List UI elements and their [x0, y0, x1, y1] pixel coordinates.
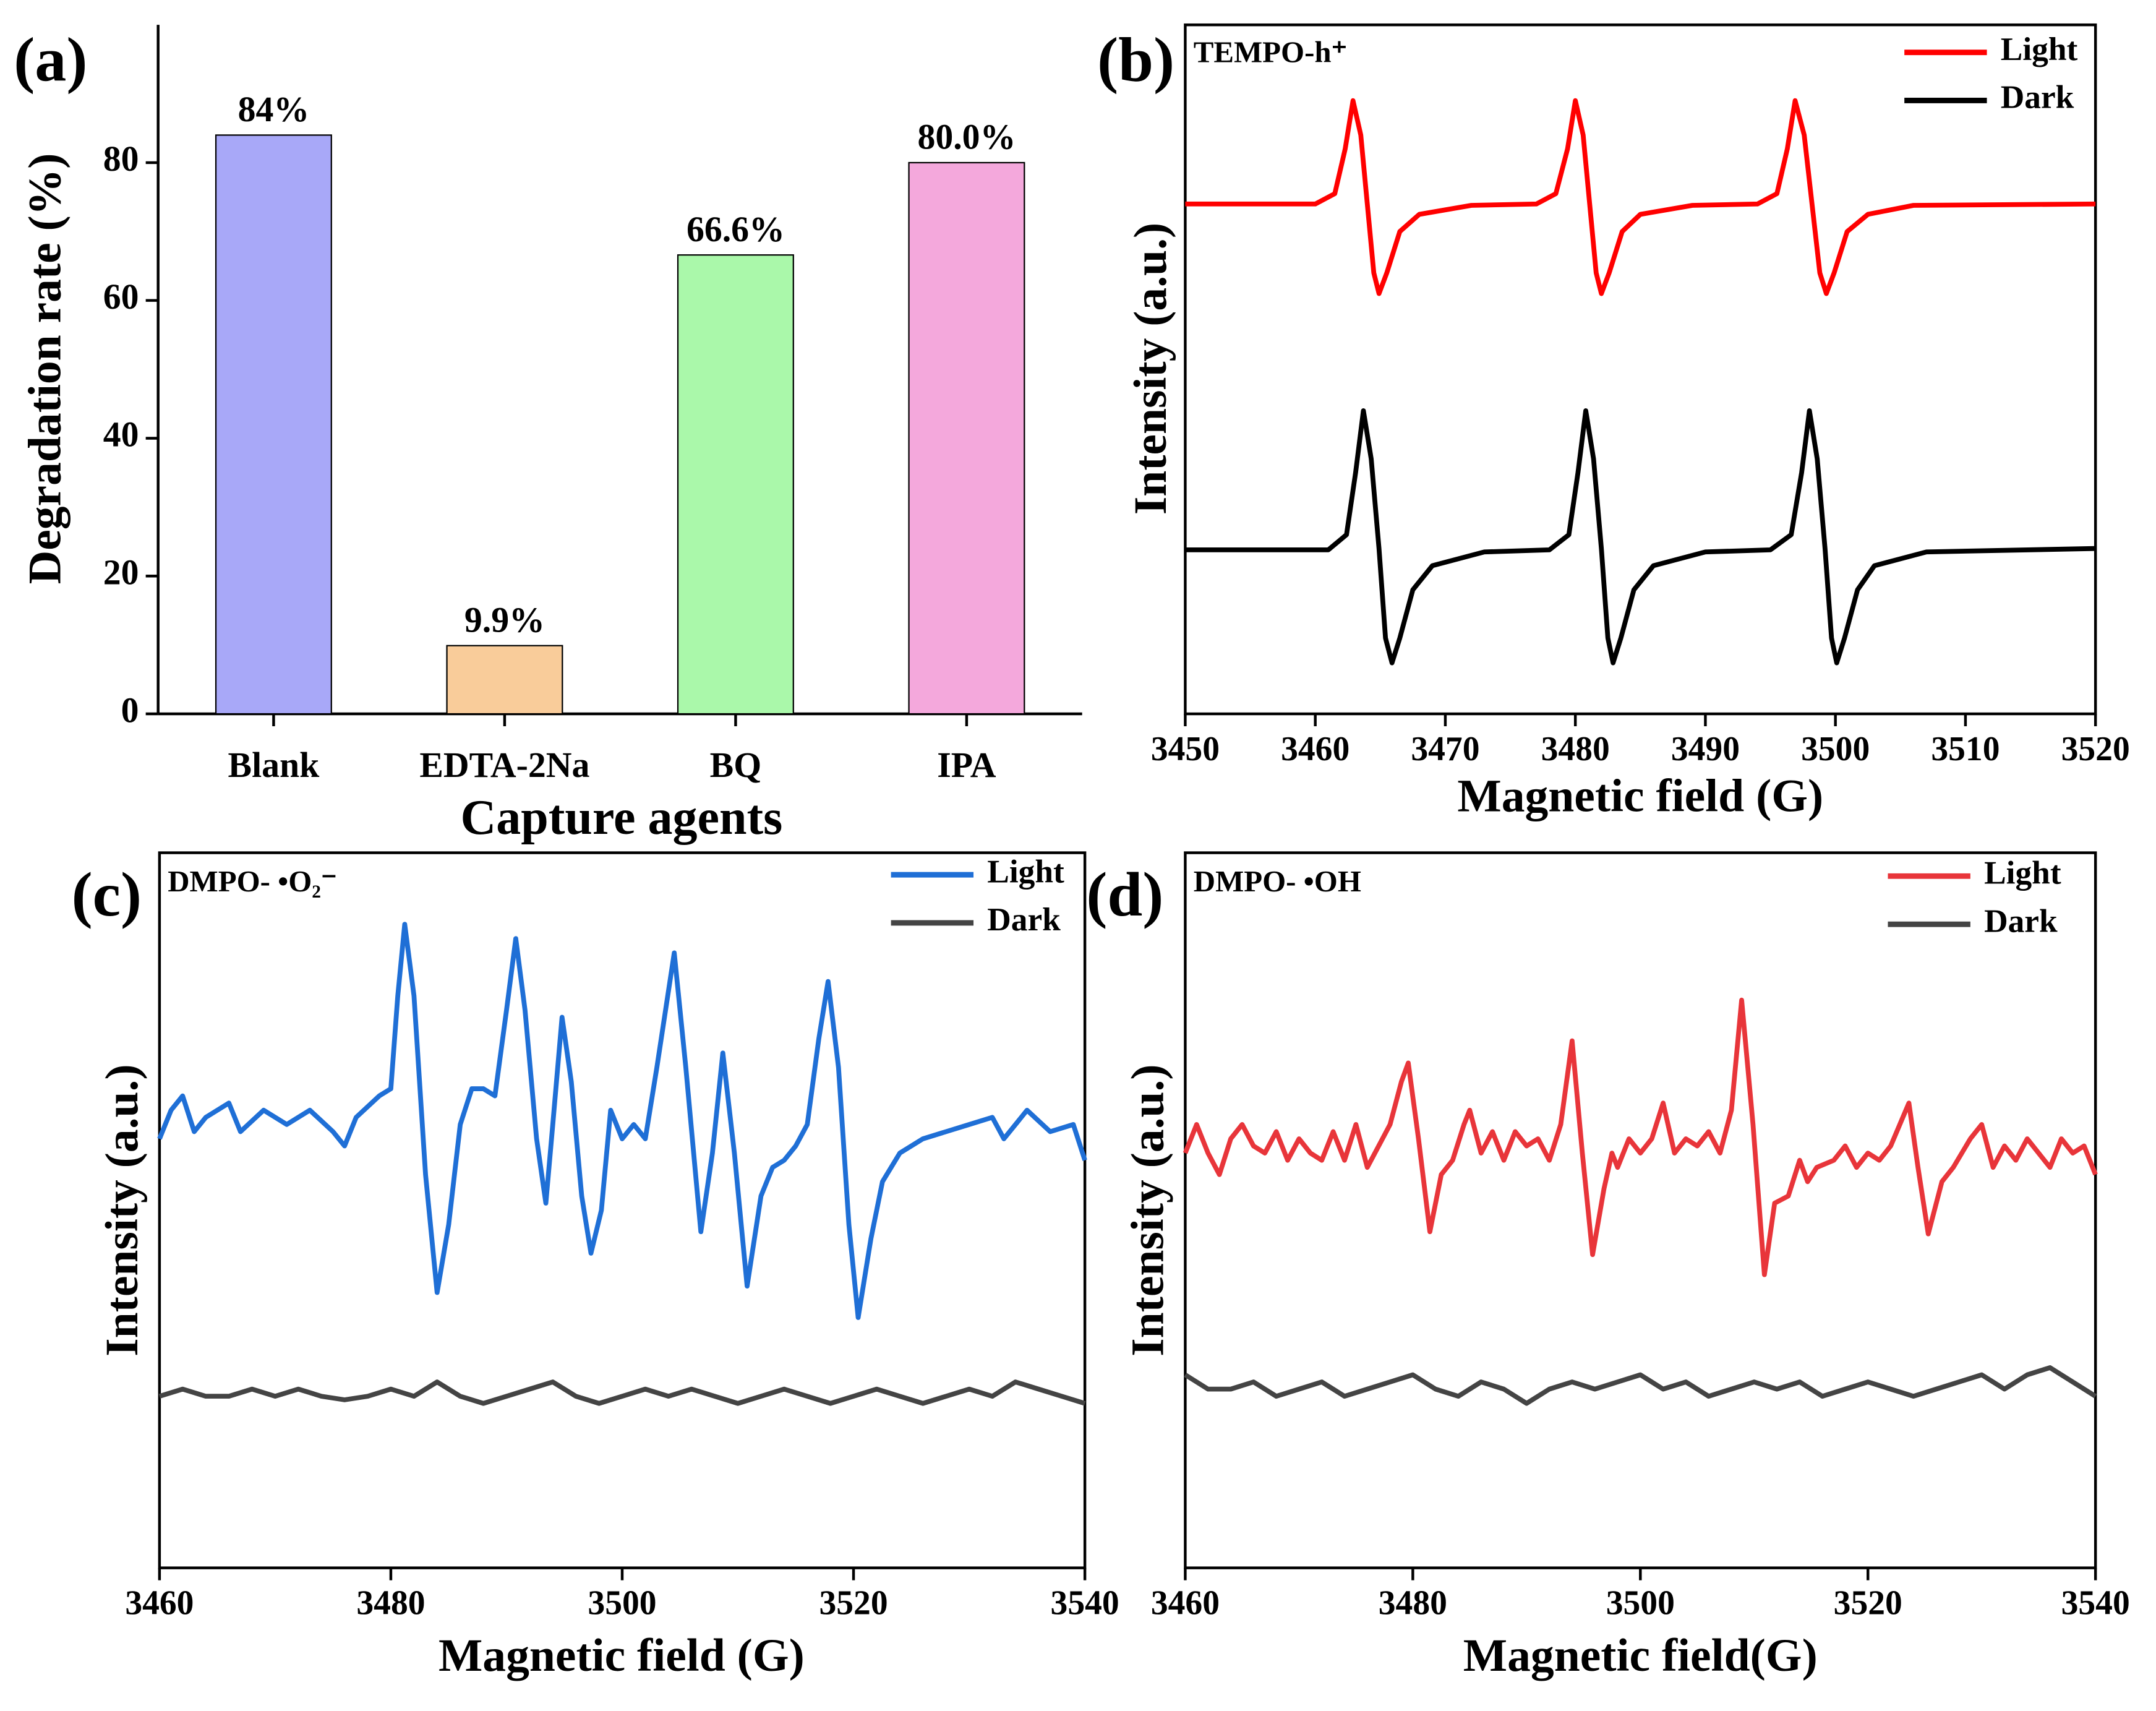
- panel-label: (b): [1097, 25, 1174, 95]
- series-line: [1185, 98, 2096, 296]
- bar: [215, 134, 332, 715]
- legend-label: Dark: [1984, 902, 2058, 939]
- x-tick-label: 3540: [2061, 1584, 2130, 1623]
- value-label: 66.6%: [687, 209, 785, 249]
- x-tick-label: 3470: [1411, 730, 1479, 768]
- x-tick-label: 3540: [1051, 1584, 1119, 1623]
- x-tick-label: 3480: [356, 1584, 425, 1623]
- x-tick-label: 3500: [1801, 730, 1870, 768]
- plot-frame: [1184, 23, 2097, 716]
- bar: [677, 254, 794, 715]
- y-axis-label: Intensity (a.u.): [1122, 1064, 1173, 1356]
- value-label: 84%: [238, 89, 310, 129]
- x-tick-label: 3490: [1671, 730, 1740, 768]
- series-line: [1185, 408, 2096, 666]
- y-axis-label: Intensity (a.u.): [96, 1064, 148, 1356]
- y-tick-label: 20: [103, 552, 139, 593]
- value-label: 9.9%: [464, 599, 545, 640]
- value-label: 80.0%: [917, 117, 1016, 157]
- y-tick-label: 80: [103, 139, 139, 179]
- annotation: TEMPO-h⁺: [1194, 35, 1348, 69]
- panel-label: (d): [1086, 860, 1163, 930]
- series-line: [158, 1379, 1086, 1406]
- x-tick-label: 3460: [1151, 1584, 1220, 1623]
- series-line: [1184, 1365, 2097, 1406]
- x-tick-label: 3500: [588, 1584, 656, 1623]
- legend-label: Dark: [987, 901, 1061, 938]
- x-tick-label: EDTA-2Na: [419, 745, 589, 785]
- x-tick-label: IPA: [937, 745, 996, 785]
- legend-label: Light: [1984, 854, 2061, 891]
- y-tick-label: 0: [121, 690, 139, 730]
- plot-frame: [1184, 851, 2097, 1569]
- x-tick-label: 3460: [1281, 730, 1350, 768]
- x-tick-label: Blank: [228, 745, 320, 785]
- legend-label: Light: [987, 852, 1064, 890]
- legend-label: Dark: [2001, 79, 2074, 116]
- legend-label: Light: [2001, 30, 2078, 67]
- y-tick-label: 60: [103, 277, 139, 317]
- annotation: DMPO- •OH: [1194, 864, 1361, 898]
- y-tick-label: 40: [103, 414, 139, 455]
- x-tick-label: 3460: [125, 1584, 194, 1623]
- x-axis-label: Magnetic field (G): [1457, 770, 1823, 821]
- x-tick-label: 3480: [1379, 1584, 1447, 1623]
- x-axis-label: Magnetic field (G): [438, 1630, 805, 1681]
- y-axis-label: Degradation rate (%): [19, 153, 71, 585]
- x-tick-label: 3500: [1606, 1584, 1675, 1623]
- x-tick-label: 3520: [2061, 730, 2130, 768]
- series-line: [1183, 997, 2098, 1277]
- x-axis-label: Magnetic field(G): [1463, 1630, 1818, 1681]
- bar: [446, 645, 563, 715]
- x-tick-label: 3520: [819, 1584, 888, 1623]
- x-axis-label: Capture agents: [460, 791, 782, 845]
- panel-label: (c): [72, 860, 142, 930]
- plot-frame: [158, 851, 1087, 1569]
- series-line: [157, 922, 1087, 1320]
- x-tick-label: 3450: [1151, 730, 1220, 768]
- panel-label: (a): [14, 25, 87, 95]
- bar: [908, 161, 1025, 715]
- x-tick-label: BQ: [710, 745, 762, 785]
- x-tick-label: 3520: [1834, 1584, 1902, 1623]
- x-tick-label: 3480: [1541, 730, 1610, 768]
- y-axis-label: Intensity (a.u.): [1125, 223, 1176, 515]
- x-tick-label: 3510: [1931, 730, 2000, 768]
- annotation: DMPO- •O₂⁻: [168, 864, 337, 898]
